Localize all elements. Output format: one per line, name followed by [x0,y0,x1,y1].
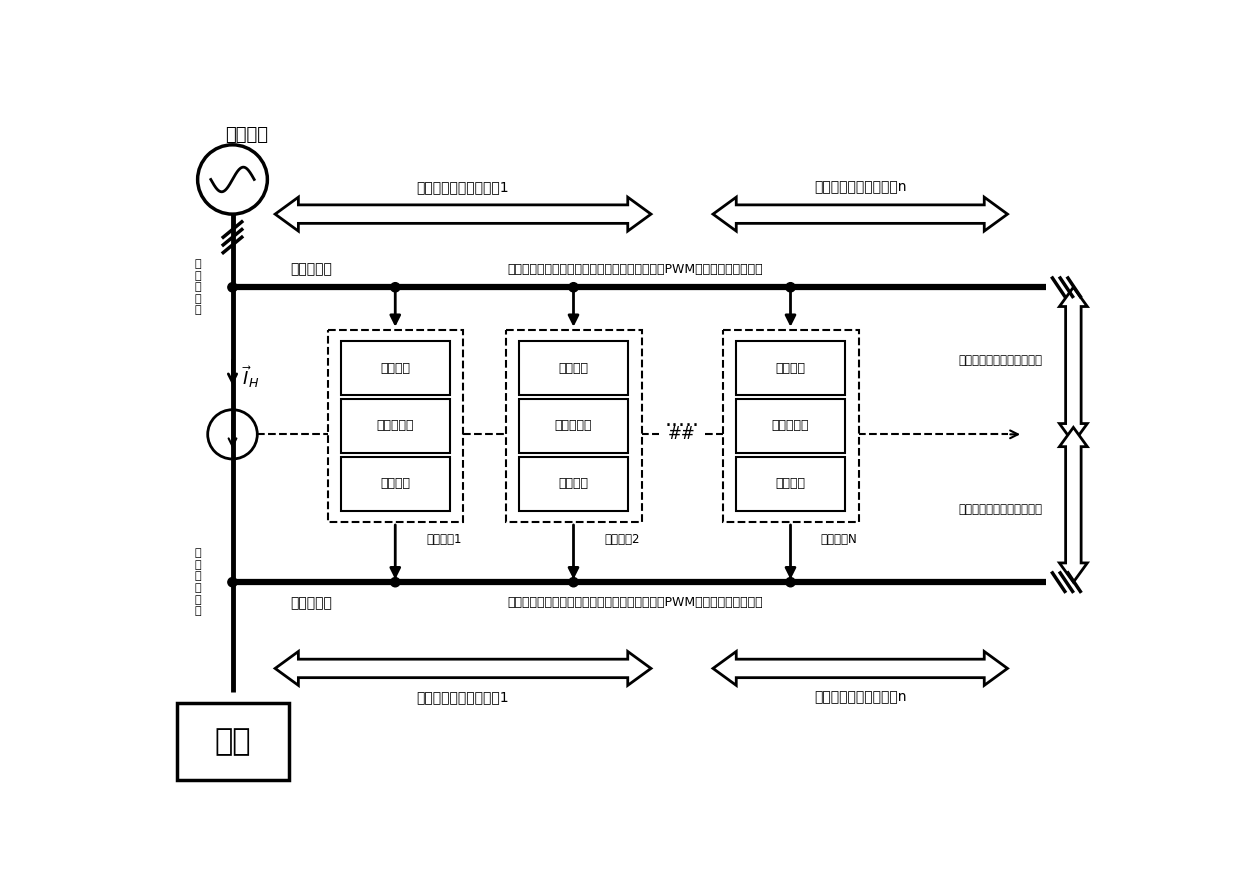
Text: ·····: ····· [665,416,699,436]
Text: 三相电网: 三相电网 [224,126,268,144]
Polygon shape [1059,287,1087,443]
Bar [327,330,464,522]
Text: 负
载
侧
补
偿
点: 负 载 侧 补 偿 点 [195,548,201,616]
Text: 同频段前向补偿组按电流有效值均分，各组移相PWM运行抵消开关次纹波: 同频段前向补偿组按电流有效值均分，各组移相PWM运行抵消开关次纹波 [507,263,764,276]
Text: 功率单元1: 功率单元1 [427,532,463,546]
Bar [737,341,844,395]
Circle shape [228,578,237,587]
Circle shape [569,578,578,587]
Bar [341,399,449,453]
Text: 同频段后向补偿组按电流有效值均分，各组移相PWM运行抵消开关次纹波: 同频段后向补偿组按电流有效值均分，各组移相PWM运行抵消开关次纹波 [507,596,764,609]
Text: 前向部分: 前向部分 [381,361,410,375]
Polygon shape [1059,427,1087,582]
Polygon shape [713,198,1007,231]
Text: 指定次频段前向补偿组1: 指定次频段前向补偿组1 [417,180,508,194]
Text: 后向部分: 后向部分 [558,478,589,490]
Polygon shape [275,651,651,686]
Polygon shape [713,651,1007,686]
Circle shape [786,283,795,291]
Bar [506,330,642,522]
Text: 前向部分: 前向部分 [558,361,589,375]
Bar [176,703,289,780]
Bar [341,341,449,395]
Bar [520,341,627,395]
Text: 前向部分: 前向部分 [775,361,806,375]
Text: 后向补偿组，谐波补偿闭环: 后向补偿组，谐波补偿闭环 [959,502,1043,516]
Text: 功率单元2: 功率单元2 [605,532,640,546]
Polygon shape [275,198,651,231]
Text: 后向部分: 后向部分 [381,478,410,490]
Circle shape [569,283,578,291]
Text: 指定次频段后向补偿组n: 指定次频段后向补偿组n [813,691,906,704]
Text: 功率单元N: 功率单元N [821,532,857,546]
Bar [723,330,858,522]
Bar [737,399,844,453]
Text: 前向组母线: 前向组母线 [290,261,332,276]
Text: 负载: 负载 [215,727,250,756]
Text: 网
侧
补
偿
点: 网 侧 补 偿 点 [195,259,201,315]
Circle shape [391,578,399,587]
Bar [737,456,844,510]
Text: 共直流部分: 共直流部分 [377,419,414,432]
Text: 指定次频段前向补偿组n: 指定次频段前向补偿组n [813,180,906,194]
Text: 指定次频段后向补偿组1: 指定次频段后向补偿组1 [417,691,508,704]
Text: ##: ## [668,425,696,443]
Circle shape [228,283,237,291]
Text: 后向部分: 后向部分 [775,478,806,490]
Bar [520,399,627,453]
Text: 共直流部分: 共直流部分 [771,419,810,432]
Text: 后向组母线: 后向组母线 [290,596,332,610]
Text: $\vec{I}_{H}$: $\vec{I}_{H}$ [242,363,259,390]
Text: 共直流部分: 共直流部分 [554,419,593,432]
Bar [341,456,449,510]
Circle shape [391,283,399,291]
Bar [520,456,627,510]
Circle shape [786,578,795,587]
Text: 前向补偿组，谐波补偿开环: 前向补偿组，谐波补偿开环 [959,354,1043,367]
